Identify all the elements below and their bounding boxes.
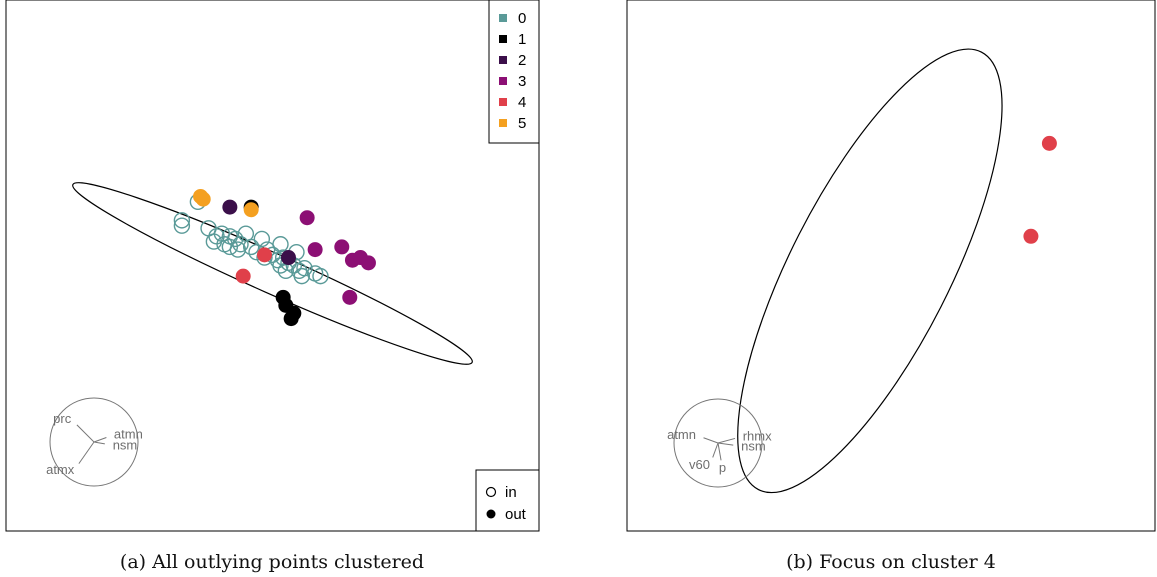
cluster-legend-swatch [499, 77, 507, 85]
axes-glyph-label: v60 [689, 457, 710, 472]
axes-glyph-line [77, 425, 94, 442]
data-point-cluster-4 [257, 247, 272, 262]
axes-glyph-label: atmx [46, 462, 75, 477]
status-legend-in-label: in [505, 484, 517, 501]
cluster-legend-label: 4 [518, 94, 526, 111]
cluster-legend-label: 1 [518, 31, 526, 48]
axes-glyph-line [704, 438, 718, 443]
axes-glyph-line [94, 442, 105, 444]
boundary-ellipse [65, 166, 480, 380]
panel-a-ellipse [65, 166, 480, 380]
data-point-cluster-5 [196, 192, 211, 207]
status-legend-out-label: out [505, 506, 527, 523]
data-point-cluster-3 [361, 255, 376, 270]
axes-glyph-label: prc [53, 411, 72, 426]
cluster-legend-label: 2 [518, 52, 526, 69]
data-point-cluster-3 [308, 242, 323, 257]
panel-b-points [1023, 136, 1056, 244]
data-point-cluster-0 [206, 234, 221, 249]
axes-glyph-line [718, 438, 735, 443]
data-point-cluster-3 [300, 210, 315, 225]
axes-glyph-label: nsm [741, 438, 766, 453]
panel-b-frame [627, 0, 1155, 531]
data-point-cluster-5 [244, 202, 259, 217]
axes-glyph-label: p [719, 460, 726, 475]
axes-glyph-label: nsm [113, 437, 138, 452]
axes-glyph-line [79, 442, 94, 464]
cluster-legend: 0 1 2 3 4 5 [489, 0, 539, 143]
cluster-legend-label: 3 [518, 73, 526, 90]
data-point-cluster-4 [1042, 136, 1057, 151]
status-legend: in out [476, 470, 539, 531]
data-point-cluster-0 [273, 237, 288, 252]
data-point-cluster-0 [230, 242, 245, 257]
cluster-legend-box [489, 0, 539, 143]
cluster-legend-swatch [499, 14, 507, 22]
status-legend-out-marker [487, 510, 496, 519]
axes-glyph-label: atmn [667, 427, 696, 442]
cluster-legend-swatch [499, 56, 507, 64]
data-point-cluster-3 [342, 290, 357, 305]
cluster-legend-swatch [499, 35, 507, 43]
caption-a: (a) All outlying points clustered [120, 551, 424, 573]
axes-glyph-line [718, 443, 721, 460]
axes-glyph-line [94, 437, 106, 442]
cluster-legend-swatch [499, 98, 507, 106]
panel-a-points [174, 189, 376, 326]
caption-b: (b) Focus on cluster 4 [786, 551, 996, 573]
cluster-legend-swatch [499, 119, 507, 127]
data-point-cluster-3 [334, 239, 349, 254]
data-point-cluster-4 [236, 269, 251, 284]
data-point-cluster-2 [281, 250, 296, 265]
cluster-legend-label: 0 [518, 10, 526, 27]
data-point-cluster-0 [294, 269, 309, 284]
data-point-cluster-1 [284, 311, 299, 326]
axes-glyph-line [713, 443, 718, 457]
axes-glyph-line [718, 443, 733, 445]
cluster-legend-label: 5 [518, 115, 526, 132]
data-point-cluster-2 [222, 200, 237, 215]
data-point-cluster-4 [1023, 229, 1038, 244]
